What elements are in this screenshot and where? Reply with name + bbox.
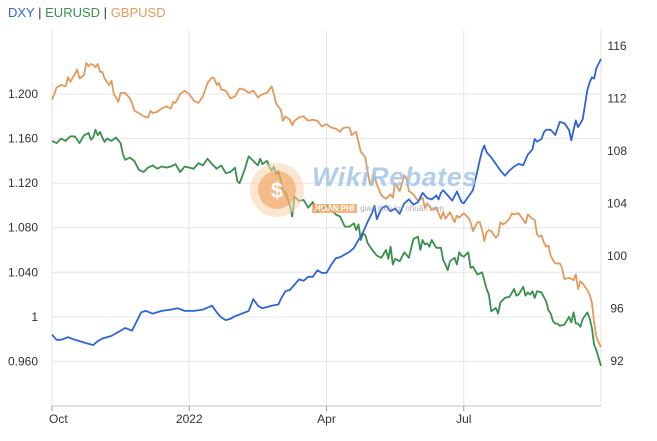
watermark-tagline: HOÀN PHÍ giao dịch lợi nhuận hơn <box>312 204 444 213</box>
x-axis-tick-label: 2022 <box>176 412 203 426</box>
right-axis-tick-label: 104 <box>607 196 627 210</box>
left-axis-tick-label: 1.040 <box>8 265 38 279</box>
left-axis-tick-label: 1.160 <box>8 132 38 146</box>
x-axis-tick-label: Oct <box>49 412 68 426</box>
series-lines <box>51 58 602 367</box>
x-axis-tick-label: Jul <box>456 412 471 426</box>
right-axis-tick-label: 112 <box>607 91 626 105</box>
axes: 1.200 1.160 1.120 1.080 1.040 1 0.960 116 112 108… <box>8 39 627 426</box>
legend-separator: | <box>103 5 108 20</box>
left-axis-tick-label: 1.200 <box>8 87 38 101</box>
coin-icon: $ <box>250 163 304 217</box>
svg-text:$: $ <box>271 178 283 203</box>
right-axis-tick-label: 108 <box>607 144 627 158</box>
right-axis-tick-label: 116 <box>607 39 626 53</box>
watermark-tagline-text: giao dịch lợi nhuận hơn <box>360 204 445 213</box>
left-axis-tick-label: 1.080 <box>8 221 38 235</box>
watermark-brand: WikiRebates <box>312 162 478 192</box>
legend-gbpusd[interactable]: GBPUSD <box>110 5 166 20</box>
right-axis-tick-label: 96 <box>610 301 624 315</box>
series-line-dxy[interactable] <box>51 58 602 346</box>
chart-legend: DXY | EURUSD | GBPUSD <box>8 5 166 20</box>
legend-eurusd[interactable]: EURUSD <box>45 5 101 20</box>
series-line-eurusd[interactable] <box>51 128 602 367</box>
legend-dxy[interactable]: DXY <box>8 5 35 20</box>
watermark-logo: $ WikiRebates HOÀN PHÍ giao dịch lợi nhuậ… <box>248 160 478 222</box>
watermark-tag: HOÀN PHÍ <box>312 204 358 213</box>
right-axis-tick-label: 92 <box>610 354 624 368</box>
left-axis-tick-label: 1 <box>31 310 38 324</box>
right-axis-tick-label: 100 <box>607 249 627 263</box>
x-axis-tick-label: Apr <box>317 412 336 426</box>
legend-separator: | <box>38 5 42 20</box>
left-axis-tick-label: 1.120 <box>8 176 38 190</box>
left-axis-tick-label: 0.960 <box>8 354 38 368</box>
series-line-gbpusd[interactable] <box>51 62 602 348</box>
